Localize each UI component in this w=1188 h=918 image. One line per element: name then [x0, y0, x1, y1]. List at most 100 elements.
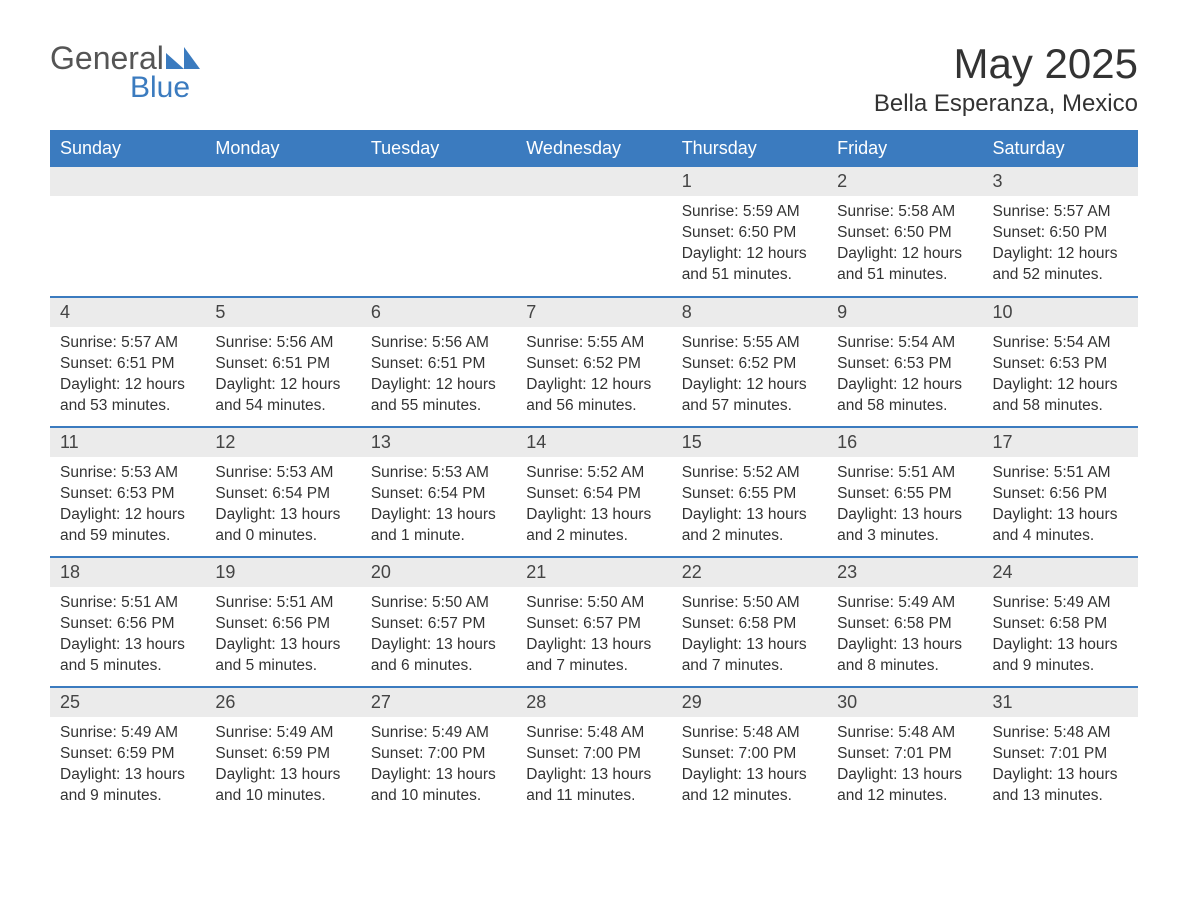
- sunset-line: Sunset: 6:56 PM: [60, 614, 195, 635]
- sunrise-line: Sunrise: 5:49 AM: [371, 723, 506, 744]
- calendar-day-cell: 31Sunrise: 5:48 AMSunset: 7:01 PMDayligh…: [983, 687, 1138, 817]
- sunset-line: Sunset: 7:00 PM: [371, 744, 506, 765]
- calendar-week-row: 4Sunrise: 5:57 AMSunset: 6:51 PMDaylight…: [50, 297, 1138, 427]
- day-number: 30: [827, 688, 982, 717]
- day-number: 8: [672, 298, 827, 327]
- sunrise-line: Sunrise: 5:49 AM: [993, 593, 1128, 614]
- sunset-line: Sunset: 6:53 PM: [993, 354, 1128, 375]
- daylight-line: Daylight: 12 hours and 57 minutes.: [682, 375, 817, 417]
- sunset-line: Sunset: 6:51 PM: [215, 354, 350, 375]
- sunset-line: Sunset: 6:59 PM: [215, 744, 350, 765]
- day-number: 19: [205, 558, 360, 587]
- day-content: Sunrise: 5:53 AMSunset: 6:54 PMDaylight:…: [205, 457, 360, 553]
- sunset-line: Sunset: 6:54 PM: [526, 484, 661, 505]
- calendar-day-cell: 7Sunrise: 5:55 AMSunset: 6:52 PMDaylight…: [516, 297, 671, 427]
- calendar-day-cell: [205, 167, 360, 297]
- sunrise-line: Sunrise: 5:49 AM: [215, 723, 350, 744]
- sunrise-line: Sunrise: 5:53 AM: [60, 463, 195, 484]
- day-header: Wednesday: [516, 130, 671, 167]
- sunrise-line: Sunrise: 5:51 AM: [837, 463, 972, 484]
- day-number: 10: [983, 298, 1138, 327]
- sunset-line: Sunset: 6:58 PM: [682, 614, 817, 635]
- daylight-line: Daylight: 12 hours and 51 minutes.: [682, 244, 817, 286]
- sunrise-line: Sunrise: 5:52 AM: [682, 463, 817, 484]
- daylight-line: Daylight: 13 hours and 3 minutes.: [837, 505, 972, 547]
- page-header: General Blue May 2025 Bella Esperanza, M…: [50, 40, 1138, 118]
- sunrise-line: Sunrise: 5:50 AM: [526, 593, 661, 614]
- daylight-line: Daylight: 12 hours and 53 minutes.: [60, 375, 195, 417]
- sunrise-line: Sunrise: 5:51 AM: [993, 463, 1128, 484]
- day-number: 23: [827, 558, 982, 587]
- day-content: Sunrise: 5:56 AMSunset: 6:51 PMDaylight:…: [205, 327, 360, 423]
- day-number: 11: [50, 428, 205, 457]
- calendar-day-cell: 18Sunrise: 5:51 AMSunset: 6:56 PMDayligh…: [50, 557, 205, 687]
- sunset-line: Sunset: 6:57 PM: [371, 614, 506, 635]
- day-content: Sunrise: 5:57 AMSunset: 6:50 PMDaylight:…: [983, 196, 1138, 292]
- day-number: 5: [205, 298, 360, 327]
- daylight-line: Daylight: 13 hours and 1 minute.: [371, 505, 506, 547]
- day-number: 21: [516, 558, 671, 587]
- daylight-line: Daylight: 13 hours and 10 minutes.: [371, 765, 506, 807]
- sunrise-line: Sunrise: 5:48 AM: [837, 723, 972, 744]
- calendar-day-cell: 20Sunrise: 5:50 AMSunset: 6:57 PMDayligh…: [361, 557, 516, 687]
- sunset-line: Sunset: 6:54 PM: [215, 484, 350, 505]
- day-content: Sunrise: 5:54 AMSunset: 6:53 PMDaylight:…: [983, 327, 1138, 423]
- sunrise-line: Sunrise: 5:51 AM: [215, 593, 350, 614]
- day-content: Sunrise: 5:51 AMSunset: 6:56 PMDaylight:…: [983, 457, 1138, 553]
- sunrise-line: Sunrise: 5:59 AM: [682, 202, 817, 223]
- sunrise-line: Sunrise: 5:52 AM: [526, 463, 661, 484]
- sunset-line: Sunset: 6:50 PM: [993, 223, 1128, 244]
- daylight-line: Daylight: 12 hours and 56 minutes.: [526, 375, 661, 417]
- day-number: 2: [827, 167, 982, 196]
- sunset-line: Sunset: 6:52 PM: [526, 354, 661, 375]
- day-number: 27: [361, 688, 516, 717]
- sunrise-line: Sunrise: 5:53 AM: [371, 463, 506, 484]
- daylight-line: Daylight: 13 hours and 9 minutes.: [60, 765, 195, 807]
- calendar-day-cell: 30Sunrise: 5:48 AMSunset: 7:01 PMDayligh…: [827, 687, 982, 817]
- daylight-line: Daylight: 12 hours and 59 minutes.: [60, 505, 195, 547]
- calendar-week-row: 11Sunrise: 5:53 AMSunset: 6:53 PMDayligh…: [50, 427, 1138, 557]
- location-subtitle: Bella Esperanza, Mexico: [874, 90, 1138, 118]
- day-number: 3: [983, 167, 1138, 196]
- day-content: Sunrise: 5:51 AMSunset: 6:55 PMDaylight:…: [827, 457, 982, 553]
- day-number-empty: [516, 167, 671, 196]
- day-content: Sunrise: 5:50 AMSunset: 6:58 PMDaylight:…: [672, 587, 827, 683]
- sunset-line: Sunset: 7:01 PM: [837, 744, 972, 765]
- day-header-row: SundayMondayTuesdayWednesdayThursdayFrid…: [50, 130, 1138, 167]
- day-number: 7: [516, 298, 671, 327]
- calendar-day-cell: 23Sunrise: 5:49 AMSunset: 6:58 PMDayligh…: [827, 557, 982, 687]
- day-number-empty: [205, 167, 360, 196]
- day-content: Sunrise: 5:52 AMSunset: 6:55 PMDaylight:…: [672, 457, 827, 553]
- day-content: Sunrise: 5:48 AMSunset: 7:01 PMDaylight:…: [983, 717, 1138, 813]
- day-content: Sunrise: 5:51 AMSunset: 6:56 PMDaylight:…: [205, 587, 360, 683]
- daylight-line: Daylight: 13 hours and 7 minutes.: [682, 635, 817, 677]
- calendar-week-row: 25Sunrise: 5:49 AMSunset: 6:59 PMDayligh…: [50, 687, 1138, 817]
- sunset-line: Sunset: 6:59 PM: [60, 744, 195, 765]
- day-content: Sunrise: 5:49 AMSunset: 6:58 PMDaylight:…: [827, 587, 982, 683]
- sunrise-line: Sunrise: 5:57 AM: [60, 333, 195, 354]
- sunset-line: Sunset: 7:00 PM: [682, 744, 817, 765]
- sunrise-line: Sunrise: 5:50 AM: [682, 593, 817, 614]
- day-header: Saturday: [983, 130, 1138, 167]
- sunrise-line: Sunrise: 5:48 AM: [682, 723, 817, 744]
- sunrise-line: Sunrise: 5:56 AM: [371, 333, 506, 354]
- day-number: 15: [672, 428, 827, 457]
- sunset-line: Sunset: 6:57 PM: [526, 614, 661, 635]
- daylight-line: Daylight: 13 hours and 2 minutes.: [682, 505, 817, 547]
- day-content: Sunrise: 5:55 AMSunset: 6:52 PMDaylight:…: [516, 327, 671, 423]
- day-content: Sunrise: 5:49 AMSunset: 6:59 PMDaylight:…: [205, 717, 360, 813]
- day-content: Sunrise: 5:54 AMSunset: 6:53 PMDaylight:…: [827, 327, 982, 423]
- sunrise-line: Sunrise: 5:55 AM: [526, 333, 661, 354]
- daylight-line: Daylight: 13 hours and 11 minutes.: [526, 765, 661, 807]
- logo-text-blue: Blue: [130, 71, 190, 105]
- day-content: Sunrise: 5:49 AMSunset: 6:58 PMDaylight:…: [983, 587, 1138, 683]
- sunset-line: Sunset: 6:50 PM: [682, 223, 817, 244]
- calendar-day-cell: 26Sunrise: 5:49 AMSunset: 6:59 PMDayligh…: [205, 687, 360, 817]
- calendar-day-cell: 16Sunrise: 5:51 AMSunset: 6:55 PMDayligh…: [827, 427, 982, 557]
- day-number: 6: [361, 298, 516, 327]
- day-content: Sunrise: 5:48 AMSunset: 7:00 PMDaylight:…: [672, 717, 827, 813]
- day-content: Sunrise: 5:52 AMSunset: 6:54 PMDaylight:…: [516, 457, 671, 553]
- sunrise-line: Sunrise: 5:57 AM: [993, 202, 1128, 223]
- calendar-day-cell: 27 Sunrise: 5:49 AMSunset: 7:00 PMDayligh…: [361, 687, 516, 817]
- day-number: 24: [983, 558, 1138, 587]
